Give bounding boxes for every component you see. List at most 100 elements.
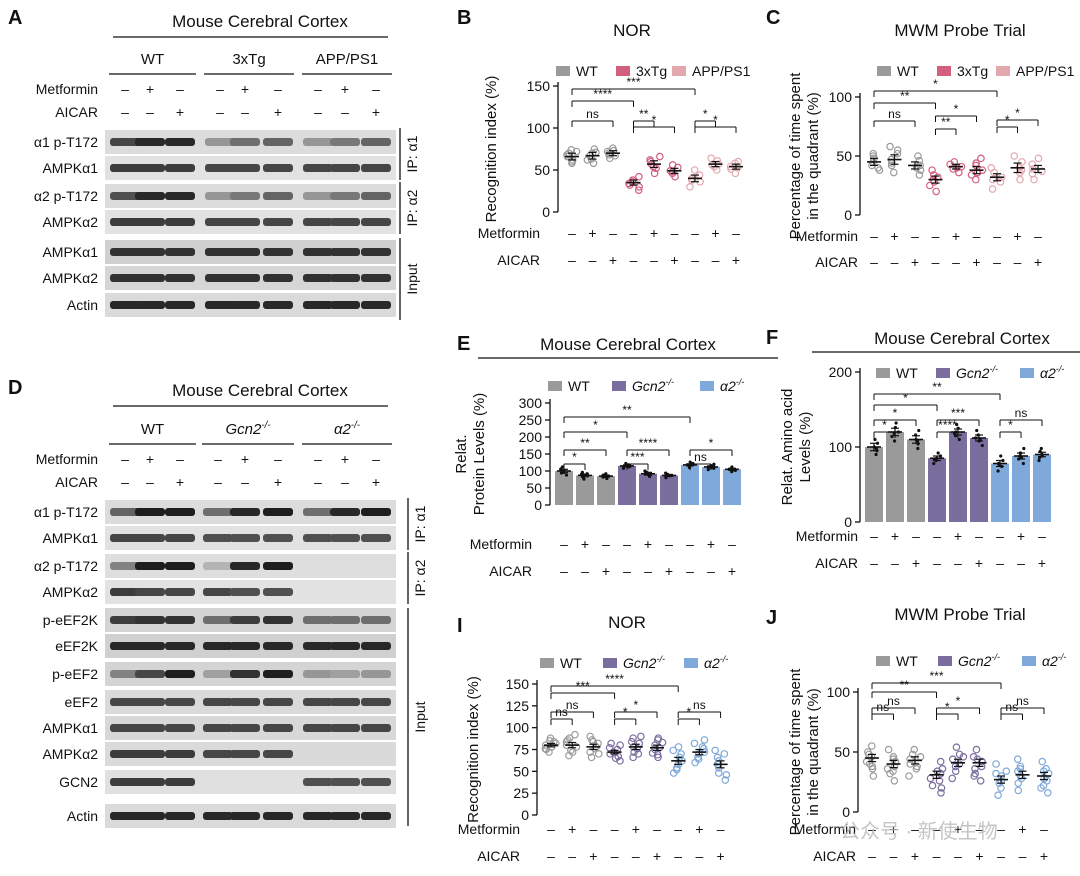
data-point [992,760,1000,768]
data-point [542,745,551,754]
legend-label: Gcn2-/- [632,377,674,394]
data-point [688,460,692,464]
treat-mark: – [911,821,919,837]
y-tick-label: 0 [844,207,852,223]
blot-band [303,642,333,650]
legend-swatch [876,656,890,666]
sig-label: * [882,418,887,432]
data-point [928,781,937,790]
treat-mark: + [975,848,983,864]
blot-band [263,642,293,650]
blot-band [110,562,140,570]
legend-swatch [876,368,890,378]
bracket-label: Input [412,701,428,732]
sig-label: ns [1015,406,1028,420]
blot-band [165,670,195,678]
treat-mark: – [671,225,679,241]
sig-label: ** [622,403,632,417]
treat-mark: – [868,821,876,837]
sig-label: ns [887,694,900,708]
blot-band [230,164,260,172]
blot-band [303,698,333,706]
treat-mark: – [176,81,184,97]
treat-mark: – [952,254,960,270]
blot-label: eEF2 [65,694,99,710]
legend-sup: -/- [1056,364,1065,374]
blot-band [110,218,140,226]
treat-mark: + [372,474,380,490]
treat-mark: + [891,528,899,544]
blot-band [230,562,260,570]
treat-mark: – [589,252,597,268]
sig-label: * [686,705,691,719]
data-point [935,776,944,785]
blot-band [203,750,233,758]
treat-label: Metformin [794,821,856,837]
data-point [1017,166,1026,174]
treat-mark: – [911,228,919,244]
data-point [1038,167,1046,176]
data-point [930,178,939,186]
blot-band [135,192,165,200]
sig-label: ** [941,115,951,129]
blot-band [165,588,195,596]
blot-band [361,534,391,542]
treat-mark: + [1017,528,1025,544]
blot-label: α2 p-T172 [34,188,98,204]
treat-mark: + [653,848,661,864]
treat-mark: – [891,555,899,571]
treat-mark: – [581,563,589,579]
legend-label-text: α2 [1040,365,1056,381]
blot-band [330,698,360,706]
blot-label: Actin [67,808,98,824]
data-point [1038,757,1047,766]
blot-label: AMPKα1 [42,160,98,176]
blot-label: Actin [67,297,98,313]
treat-mark: – [609,225,617,241]
treat-mark: + [732,252,740,268]
blot-band [263,164,293,172]
blot-label: AMPKα2 [42,270,98,286]
blot-band [263,138,293,146]
legend-label: α2-/- [1040,364,1064,381]
blot-band [205,248,235,256]
data-point [868,762,877,771]
data-point [700,736,709,744]
sig-label: * [1015,106,1020,120]
y-tick-label: 0 [842,804,850,820]
panel-letter-D: D [8,377,22,399]
blot-band [361,698,391,706]
treat-label: Metformin [470,536,532,552]
group-label-1-base: 3xTg [232,51,265,68]
data-point [587,753,596,762]
group-label-2-base: α2 [334,421,352,438]
blot-band [110,812,140,820]
blot-band [110,588,140,596]
bar [576,475,594,505]
y-tick-label: 100 [519,463,543,479]
treat-mark: – [590,821,598,837]
data-point [1022,446,1026,451]
treat-mark: – [146,474,154,490]
y-tick-label: 50 [513,763,529,779]
panel-letter-B: B [457,7,471,29]
blot-band [205,301,235,309]
treat-mark: + [972,254,980,270]
data-point [694,750,703,758]
blot-band [263,248,293,256]
treat-mark: – [712,252,720,268]
legend-label: α2-/- [1042,652,1066,669]
treat-mark: – [611,848,619,864]
data-point [908,750,917,759]
y-tick-label: 100 [829,439,853,455]
data-point [673,765,681,774]
sig-label: **** [639,436,658,450]
y-tick-label: 0 [542,204,550,220]
treat-mark: – [602,536,610,552]
data-point [893,146,902,154]
data-point [568,748,577,756]
treat-mark: + [372,104,380,120]
data-point [912,164,921,172]
blot-band [135,164,165,172]
legend-label-text: WT [896,653,918,669]
